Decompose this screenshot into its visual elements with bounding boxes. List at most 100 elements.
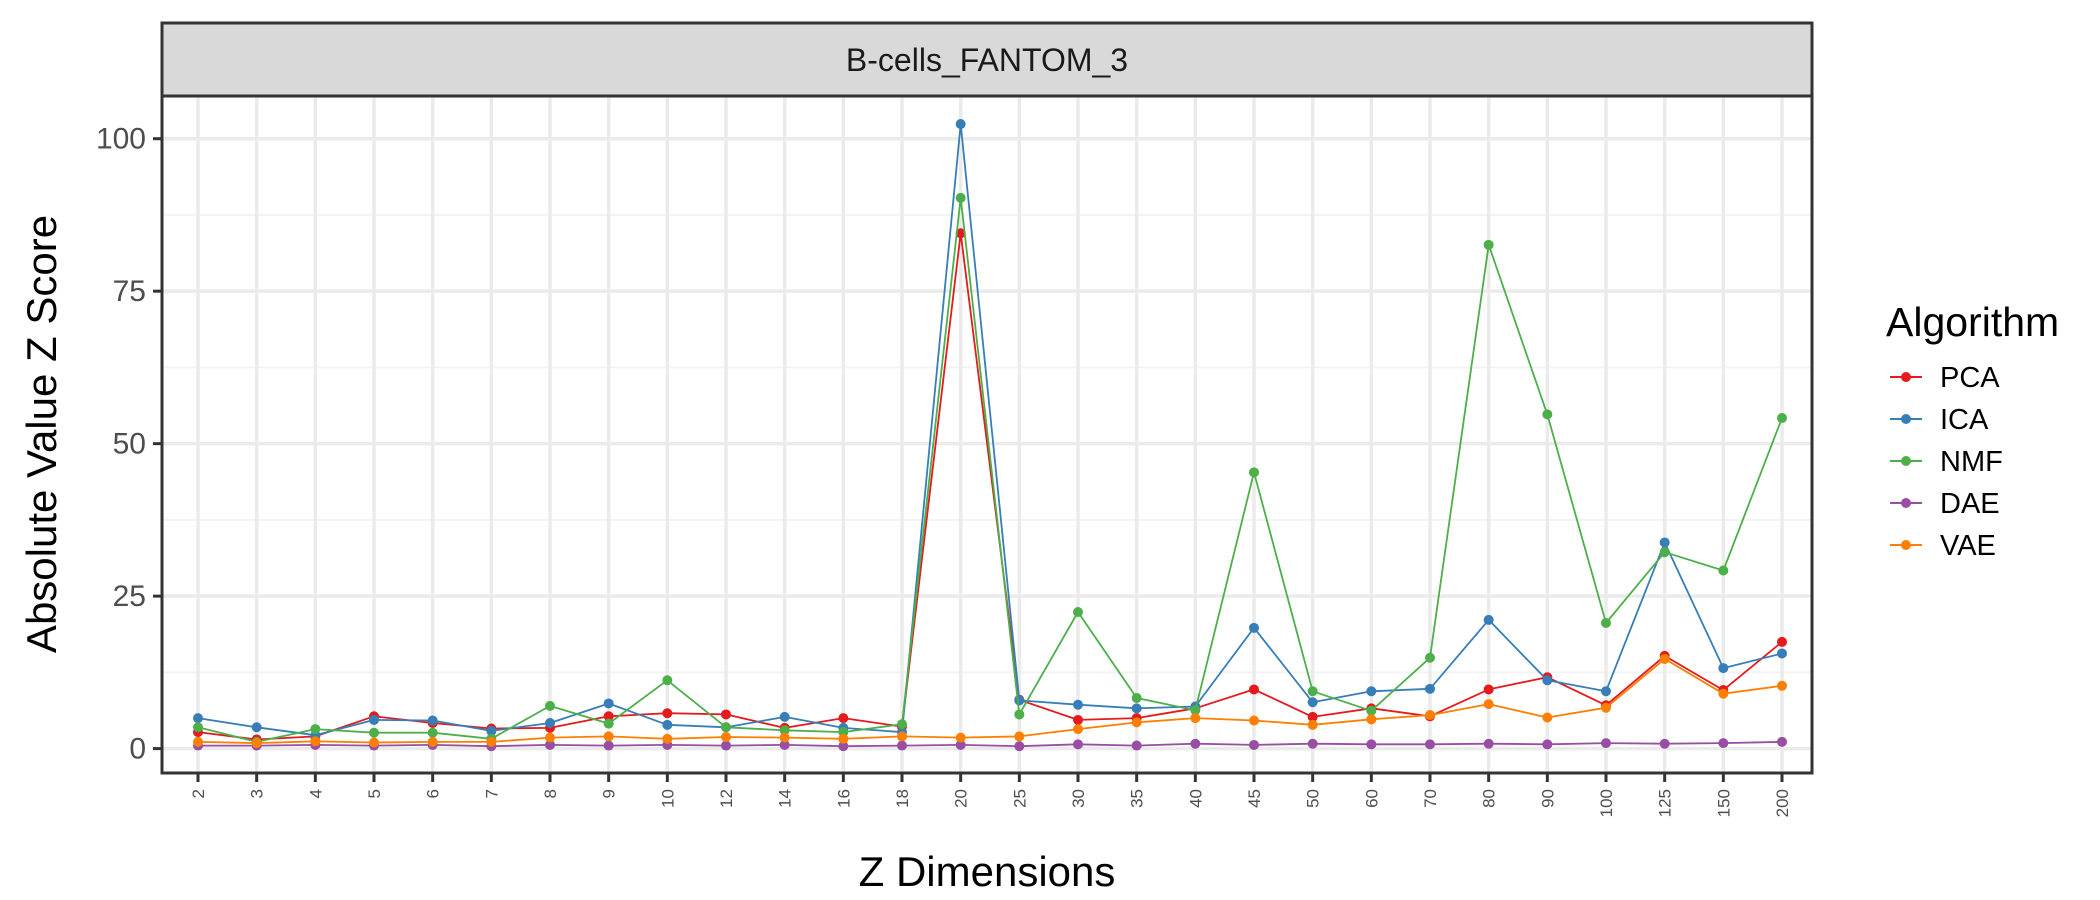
x-tick-label: 2 bbox=[189, 789, 208, 798]
data-point-nmf bbox=[1073, 606, 1083, 617]
data-point-pca bbox=[1073, 714, 1083, 725]
series-ica bbox=[193, 119, 1787, 741]
legend-label-vae: VAE bbox=[1940, 530, 1996, 562]
series-line-ica bbox=[197, 123, 1783, 737]
x-axis-title: Z Dimensions bbox=[859, 848, 1116, 895]
x-tick-label: 100 bbox=[1597, 789, 1616, 817]
series-layer bbox=[193, 119, 1787, 752]
x-tick-label: 9 bbox=[600, 789, 619, 798]
x-tick-label: 200 bbox=[1773, 789, 1792, 817]
data-point-vae bbox=[1542, 712, 1553, 723]
data-point-ica bbox=[1425, 683, 1435, 694]
legend-key-point bbox=[1901, 414, 1911, 424]
data-point-ica bbox=[1249, 622, 1259, 633]
x-tick-label: 70 bbox=[1421, 789, 1440, 808]
data-point-dae bbox=[603, 740, 614, 751]
data-point-ica bbox=[1659, 537, 1670, 548]
data-point-ica bbox=[1366, 686, 1377, 697]
data-point-ica bbox=[251, 722, 262, 733]
data-point-dae bbox=[1014, 741, 1025, 752]
data-point-vae bbox=[1307, 719, 1318, 730]
x-tick-label: 3 bbox=[248, 789, 267, 798]
legend-title: Algorithm bbox=[1886, 299, 2059, 345]
data-point-ica bbox=[545, 717, 555, 728]
data-point-pca bbox=[662, 708, 673, 719]
data-point-pca bbox=[955, 228, 966, 239]
data-point-vae bbox=[603, 731, 614, 742]
data-point-dae bbox=[897, 740, 907, 751]
data-point-ica bbox=[1777, 648, 1787, 659]
data-point-ica bbox=[779, 711, 790, 722]
x-tick-label: 16 bbox=[834, 789, 853, 808]
legend-key-point bbox=[1901, 498, 1911, 508]
data-point-vae bbox=[1073, 724, 1083, 735]
y-tick-label: 0 bbox=[129, 733, 146, 766]
data-point-nmf bbox=[369, 727, 379, 738]
facet-strip bbox=[160, 21, 1814, 98]
data-point-vae bbox=[1483, 699, 1494, 710]
data-point-vae bbox=[1014, 731, 1025, 742]
data-point-vae bbox=[1777, 680, 1787, 691]
x-tick-label: 50 bbox=[1304, 789, 1323, 808]
y-tick-label: 25 bbox=[113, 580, 146, 613]
data-point-dae bbox=[1777, 736, 1787, 747]
data-point-nmf bbox=[897, 719, 907, 730]
data-point-dae bbox=[779, 739, 790, 750]
y-axis: 0 25 50 75 100 bbox=[96, 123, 162, 766]
data-point-nmf bbox=[427, 727, 438, 738]
data-point-vae bbox=[1249, 715, 1259, 726]
data-point-ica bbox=[1483, 614, 1494, 625]
data-point-vae bbox=[662, 733, 673, 744]
x-tick-label: 5 bbox=[365, 789, 384, 798]
legend-key-point bbox=[1901, 372, 1911, 382]
x-tick-label: 80 bbox=[1480, 789, 1499, 808]
data-point-dae bbox=[1659, 738, 1670, 749]
legend-key-point bbox=[1901, 540, 1911, 550]
data-point-nmf bbox=[1601, 617, 1611, 628]
data-point-nmf bbox=[1014, 709, 1025, 720]
legend-label-dae: DAE bbox=[1940, 488, 2000, 520]
data-point-ica bbox=[1718, 663, 1729, 674]
data-point-dae bbox=[1601, 738, 1611, 749]
y-tick-label: 50 bbox=[113, 428, 146, 461]
x-tick-label: 10 bbox=[658, 789, 677, 808]
data-point-ica bbox=[1014, 695, 1025, 706]
data-point-vae bbox=[193, 736, 203, 747]
data-point-dae bbox=[1307, 738, 1318, 749]
data-point-nmf bbox=[1718, 565, 1729, 576]
data-point-dae bbox=[1249, 739, 1259, 750]
legend-label-ica: ICA bbox=[1940, 404, 1989, 436]
data-point-pca bbox=[1307, 711, 1318, 722]
data-point-dae bbox=[838, 741, 849, 752]
data-point-nmf bbox=[603, 718, 614, 729]
data-point-nmf bbox=[662, 675, 673, 686]
data-point-ica bbox=[193, 713, 203, 724]
data-point-nmf bbox=[1366, 705, 1377, 716]
data-point-vae bbox=[1718, 688, 1729, 699]
data-point-pca bbox=[1249, 684, 1259, 695]
x-tick-label: 45 bbox=[1245, 789, 1264, 808]
data-point-nmf bbox=[1659, 547, 1670, 558]
legend: Algorithm PCA ICA NMF DAE VAE bbox=[1886, 299, 2059, 562]
data-point-vae bbox=[310, 736, 321, 747]
x-tick-label: 4 bbox=[306, 789, 325, 798]
data-point-nmf bbox=[1131, 692, 1142, 703]
x-tick-label: 18 bbox=[893, 789, 912, 808]
data-point-vae bbox=[779, 732, 790, 743]
data-point-pca bbox=[1777, 636, 1787, 647]
data-point-dae bbox=[1190, 738, 1201, 749]
data-point-vae bbox=[897, 731, 907, 742]
data-point-nmf bbox=[310, 724, 321, 735]
data-point-dae bbox=[1718, 738, 1729, 749]
x-tick-label: 20 bbox=[952, 789, 971, 808]
data-point-vae bbox=[721, 732, 731, 743]
x-tick-label: 14 bbox=[776, 789, 795, 808]
data-point-ica bbox=[486, 725, 497, 736]
data-point-vae bbox=[1190, 713, 1201, 724]
x-tick-label: 12 bbox=[717, 789, 736, 808]
data-point-nmf bbox=[721, 722, 731, 733]
data-point-ica bbox=[1131, 703, 1142, 714]
data-point-ica bbox=[662, 719, 673, 730]
series-line-nmf bbox=[197, 196, 1783, 743]
data-point-pca bbox=[721, 709, 731, 720]
